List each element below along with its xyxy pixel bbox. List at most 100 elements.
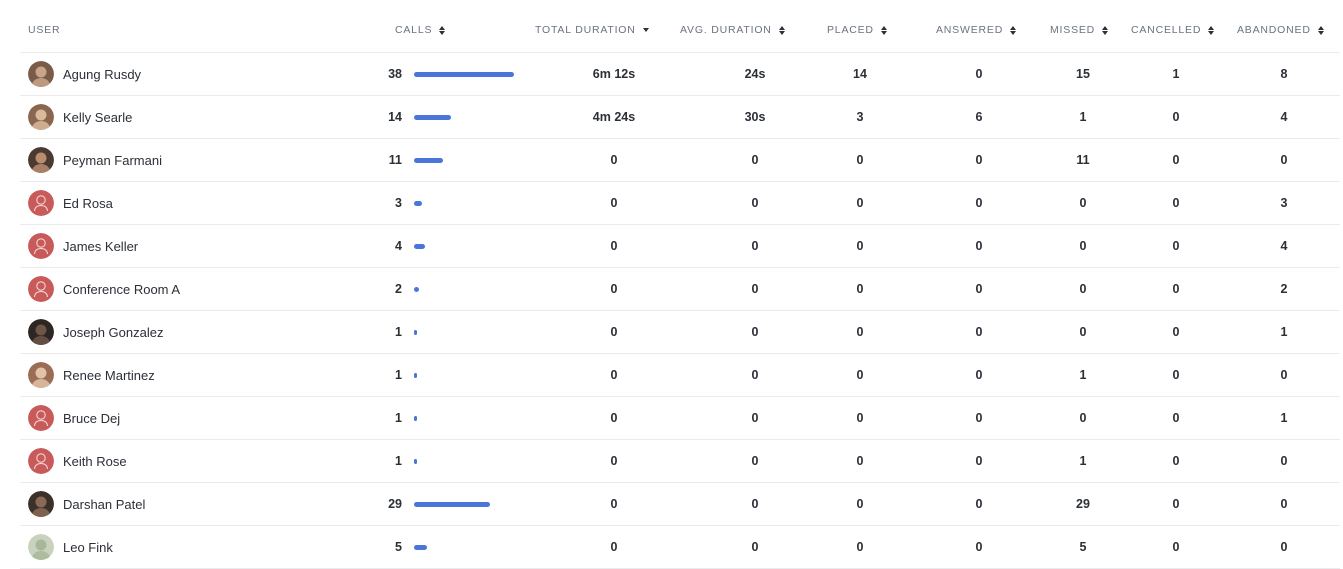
avatar <box>28 276 54 302</box>
calls-bar <box>414 157 443 163</box>
cancelled-cell: 0 <box>1172 497 1180 511</box>
column-header-user[interactable]: USER <box>28 8 60 52</box>
user-cell: Darshan Patel <box>28 483 358 525</box>
missed-cell: 0 <box>1079 282 1087 296</box>
user-name[interactable]: Kelly Searle <box>63 109 133 125</box>
sort-both-icon <box>1010 25 1017 35</box>
missed-cell: 11 <box>1076 153 1090 167</box>
table-row[interactable]: Ed Rosa 3 0 0 0 0 0 0 3 <box>20 182 1340 225</box>
column-header-abandoned[interactable]: ABANDONED <box>1237 8 1324 52</box>
avatar <box>28 534 54 560</box>
user-cell: Joseph Gonzalez <box>28 311 358 353</box>
placed-cell: 0 <box>856 411 864 425</box>
table-row[interactable]: Conference Room A 2 0 0 0 0 0 0 2 <box>20 268 1340 311</box>
calls-bar-track <box>414 440 516 482</box>
user-name[interactable]: Keith Rose <box>63 453 127 469</box>
column-label: USER <box>28 24 61 36</box>
column-label: AVG. DURATION <box>680 24 772 36</box>
calls-count: 2 <box>395 282 402 296</box>
answered-cell: 0 <box>975 67 983 81</box>
calls-bar <box>414 372 417 378</box>
calls-bar-track <box>414 139 516 181</box>
table-row[interactable]: Bruce Dej 1 0 0 0 0 0 0 1 <box>20 397 1340 440</box>
calls-bar <box>414 71 514 77</box>
user-name[interactable]: Renee Martinez <box>63 367 155 383</box>
user-name[interactable]: Peyman Farmani <box>63 152 162 168</box>
avatar <box>28 147 54 173</box>
user-name[interactable]: Leo Fink <box>63 539 113 555</box>
table-row[interactable]: Joseph Gonzalez 1 0 0 0 0 0 0 1 <box>20 311 1340 354</box>
user-name[interactable]: Ed Rosa <box>63 195 113 211</box>
answered-cell: 0 <box>975 411 983 425</box>
column-label: TOTAL DURATION <box>535 24 636 36</box>
avg-duration-cell: 0 <box>751 282 759 296</box>
user-name[interactable]: Darshan Patel <box>63 496 146 512</box>
sort-both-icon <box>778 25 785 35</box>
column-header-missed[interactable]: MISSED <box>1050 8 1109 52</box>
answered-cell: 0 <box>975 282 983 296</box>
table-row[interactable]: Keith Rose 1 0 0 0 0 1 0 0 <box>20 440 1340 483</box>
calls-count: 14 <box>388 110 402 124</box>
avatar <box>28 405 54 431</box>
cancelled-cell: 0 <box>1172 153 1180 167</box>
avg-duration-cell: 0 <box>751 454 759 468</box>
avatar <box>28 448 54 474</box>
avg-duration-cell: 0 <box>751 325 759 339</box>
table-row[interactable]: Peyman Farmani 11 0 0 0 0 11 0 0 <box>20 139 1340 182</box>
total-duration-cell: 0 <box>610 239 618 253</box>
column-header-avg-duration[interactable]: AVG. DURATION <box>680 8 785 52</box>
total-duration-cell: 0 <box>610 540 618 554</box>
column-label: MISSED <box>1050 24 1096 36</box>
column-header-total-duration[interactable]: TOTAL DURATION <box>535 8 649 52</box>
calls-bar-track <box>414 397 516 439</box>
user-name[interactable]: Agung Rusdy <box>63 66 142 82</box>
avg-duration-cell: 0 <box>751 368 759 382</box>
column-header-calls[interactable]: CALLS <box>395 8 446 52</box>
avg-duration-cell: 0 <box>751 153 759 167</box>
abandoned-cell: 3 <box>1280 196 1288 210</box>
user-name[interactable]: James Keller <box>63 238 139 254</box>
user-cell: Leo Fink <box>28 526 358 568</box>
cancelled-cell: 0 <box>1172 282 1180 296</box>
calls-count: 38 <box>388 67 402 81</box>
answered-cell: 0 <box>975 153 983 167</box>
missed-cell: 29 <box>1076 497 1090 511</box>
table-row[interactable]: Darshan Patel 29 0 0 0 0 29 0 0 <box>20 483 1340 526</box>
answered-cell: 0 <box>975 325 983 339</box>
cancelled-cell: 0 <box>1172 239 1180 253</box>
sort-both-icon <box>880 25 887 35</box>
user-name[interactable]: Joseph Gonzalez <box>63 324 164 340</box>
avg-duration-cell: 0 <box>751 497 759 511</box>
total-duration-cell: 0 <box>610 325 618 339</box>
missed-cell: 0 <box>1079 411 1087 425</box>
calls-count: 11 <box>388 153 402 167</box>
column-header-placed[interactable]: PLACED <box>827 8 887 52</box>
cancelled-cell: 0 <box>1172 411 1180 425</box>
user-name[interactable]: Bruce Dej <box>63 410 121 426</box>
answered-cell: 0 <box>975 497 983 511</box>
abandoned-cell: 0 <box>1280 153 1288 167</box>
user-cell: Agung Rusdy <box>28 53 358 95</box>
table-row[interactable]: Kelly Searle 14 4m 24s 30s 3 6 1 0 4 <box>20 96 1340 139</box>
column-header-answered[interactable]: ANSWERED <box>936 8 1017 52</box>
calls-bar <box>414 114 451 120</box>
avg-duration-cell: 0 <box>751 540 759 554</box>
calls-bar <box>414 200 422 206</box>
abandoned-cell: 4 <box>1280 239 1288 253</box>
table-row[interactable]: James Keller 4 0 0 0 0 0 0 4 <box>20 225 1340 268</box>
calls-count: 3 <box>395 196 402 210</box>
user-cell: Kelly Searle <box>28 96 358 138</box>
avatar <box>28 491 54 517</box>
user-name[interactable]: Conference Room A <box>63 281 181 297</box>
table-row[interactable]: Renee Martinez 1 0 0 0 0 1 0 0 <box>20 354 1340 397</box>
calls-count: 5 <box>395 540 402 554</box>
avg-duration-cell: 0 <box>751 239 759 253</box>
missed-cell: 0 <box>1079 196 1087 210</box>
table-header: USER CALLS TOTAL DURATION AVG. DURATION … <box>20 8 1340 53</box>
user-cell: Bruce Dej <box>28 397 358 439</box>
sort-both-icon <box>1317 25 1324 35</box>
table-row[interactable]: Agung Rusdy 38 6m 12s 24s 14 0 15 1 8 <box>20 53 1340 96</box>
missed-cell: 5 <box>1079 540 1087 554</box>
column-header-cancelled[interactable]: CANCELLED <box>1131 8 1215 52</box>
avatar <box>28 233 54 259</box>
